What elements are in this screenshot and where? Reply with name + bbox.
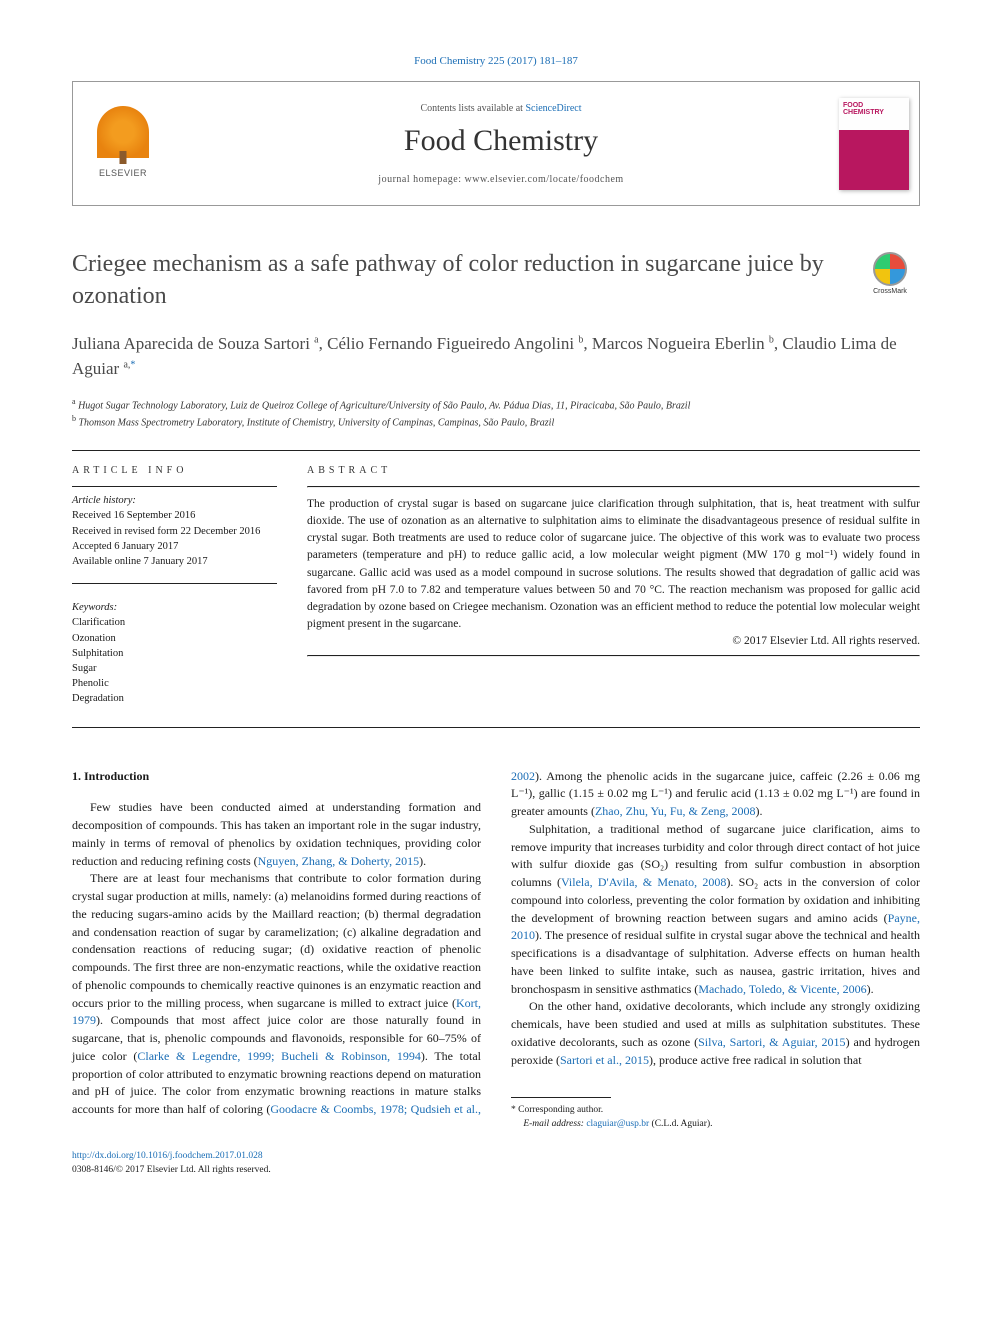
crossmark-badge[interactable]: CrossMark <box>860 252 920 295</box>
divider <box>72 486 277 487</box>
citation-link[interactable]: Sartori et al., 2015 <box>560 1053 649 1067</box>
history-item: Accepted 6 January 2017 <box>72 539 277 554</box>
abstract-copyright: © 2017 Elsevier Ltd. All rights reserved… <box>307 635 920 647</box>
elsevier-logo-icon: ELSEVIER <box>92 106 154 181</box>
history-item: Received in revised form 22 December 201… <box>72 524 277 539</box>
history-item: Received 16 September 2016 <box>72 508 277 523</box>
running-citation: Food Chemistry 225 (2017) 181–187 <box>72 55 920 67</box>
abstract-column: abstract The production of crystal sugar… <box>307 465 920 706</box>
citation-link[interactable]: Zhao, Zhu, Yu, Fu, & Zeng, 2008 <box>595 804 756 818</box>
citation-link[interactable]: Nguyen, Zhang, & Doherty, 2015 <box>258 854 420 868</box>
keyword: Sulphitation <box>72 646 277 661</box>
email-line: E-mail address: claguiar@usp.br (C.L.d. … <box>511 1118 920 1131</box>
journal-header: ELSEVIER Contents lists available at Sci… <box>72 81 920 206</box>
affiliation-a: Hugot Sugar Technology Laboratory, Luiz … <box>78 400 690 411</box>
divider <box>72 583 277 584</box>
email-link[interactable]: claguiar@usp.br <box>586 1119 649 1129</box>
citation-link[interactable]: Machado, Toledo, & Vicente, 2006 <box>698 982 866 996</box>
contents-available-line: Contents lists available at ScienceDirec… <box>420 103 581 114</box>
keyword: Clarification <box>72 615 277 630</box>
citation-link[interactable]: Silva, Sartori, & Aguiar, 2015 <box>698 1035 845 1049</box>
footnote-rule <box>511 1097 611 1098</box>
footnote-block: * Corresponding author. E-mail address: … <box>511 1097 920 1131</box>
citation-link[interactable]: Clarke & Legendre, 1999; Bucheli & Robin… <box>137 1049 420 1063</box>
header-center: Contents lists available at ScienceDirec… <box>173 82 829 205</box>
journal-cover-box: FOOD CHEMISTRY <box>829 82 919 205</box>
journal-homepage: journal homepage: www.elsevier.com/locat… <box>378 174 623 185</box>
divider <box>72 450 920 451</box>
footer-bar: http://dx.doi.org/10.1016/j.foodchem.201… <box>72 1149 920 1178</box>
divider <box>72 727 920 728</box>
affiliations: a Hugot Sugar Technology Laboratory, Lui… <box>72 396 920 431</box>
journal-cover-icon: FOOD CHEMISTRY <box>839 98 909 190</box>
doi-link[interactable]: http://dx.doi.org/10.1016/j.foodchem.201… <box>72 1151 263 1161</box>
journal-name: Food Chemistry <box>404 124 598 158</box>
affiliation-b: Thomson Mass Spectrometry Laboratory, In… <box>79 417 555 428</box>
paragraph: Few studies have been conducted aimed at… <box>72 799 481 870</box>
divider <box>307 655 920 657</box>
issn-copyright: 0308-8146/© 2017 Elsevier Ltd. All right… <box>72 1165 271 1175</box>
sciencedirect-link[interactable]: ScienceDirect <box>525 103 581 114</box>
article-info-label: article info <box>72 465 277 476</box>
crossmark-icon <box>873 252 907 286</box>
citation-link[interactable]: Vilela, D'Avila, & Menato, 2008 <box>561 875 726 889</box>
author-list: Juliana Aparecida de Souza Sartori a, Cé… <box>72 331 920 382</box>
keyword: Phenolic <box>72 676 277 691</box>
article-body: 1. Introduction Few studies have been co… <box>72 768 920 1131</box>
keywords-label: Keywords: <box>72 602 277 613</box>
crossmark-label: CrossMark <box>873 288 907 295</box>
keyword: Degradation <box>72 691 277 706</box>
abstract-text: The production of crystal sugar is based… <box>307 496 920 632</box>
article-info-column: article info Article history: Received 1… <box>72 465 277 706</box>
divider <box>307 486 920 488</box>
keyword: Ozonation <box>72 631 277 646</box>
article-title: Criegee mechanism as a safe pathway of c… <box>72 248 848 313</box>
section-heading: 1. Introduction <box>72 768 481 786</box>
abstract-label: abstract <box>307 465 920 476</box>
paragraph: On the other hand, oxidative decolorants… <box>511 998 920 1069</box>
publisher-logo-box: ELSEVIER <box>73 82 173 205</box>
corresponding-author-note: * Corresponding author. <box>511 1104 920 1117</box>
paragraph: Sulphitation, a traditional method of su… <box>511 821 920 999</box>
keyword: Sugar <box>72 661 277 676</box>
history-label: Article history: <box>72 495 277 506</box>
history-item: Available online 7 January 2017 <box>72 554 277 569</box>
